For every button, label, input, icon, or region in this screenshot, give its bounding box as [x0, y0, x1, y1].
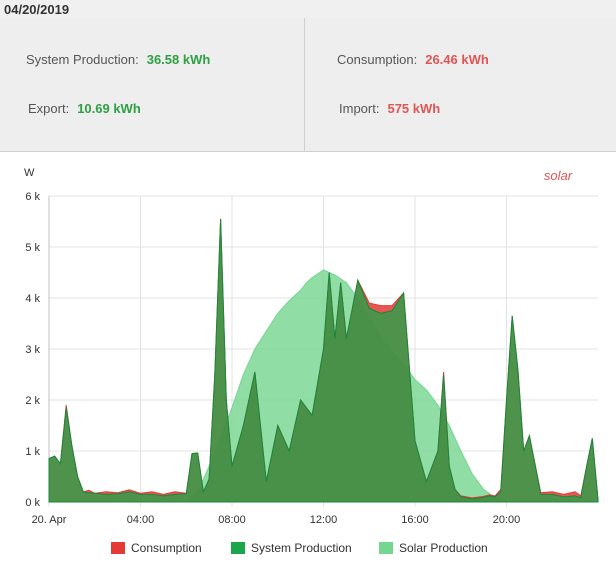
x-tick-label: 20. Apr: [32, 514, 67, 526]
export-label: Export:: [28, 101, 70, 116]
import-value: 575 kWh: [387, 101, 441, 116]
solaredge-logo: solaredge: [544, 168, 601, 183]
export-value: 10.69 kWh: [77, 101, 141, 116]
import-label: Import:: [339, 101, 380, 116]
legend-item-system-production[interactable]: System Production: [231, 541, 352, 555]
legend-label: Solar Production: [399, 541, 488, 555]
legend-item-consumption[interactable]: Consumption: [111, 541, 202, 555]
y-tick-label: 1 k: [25, 446, 40, 458]
y-tick-label: 2 k: [25, 395, 40, 407]
x-tick-label: 16:00: [401, 514, 429, 526]
logo-solar-text: solar: [544, 168, 573, 183]
y-axis-unit: W: [24, 167, 35, 179]
x-tick-label: 08:00: [218, 514, 246, 526]
series-area-system-production: [48, 218, 599, 503]
power-chart: 0 k 1 k 2 k 3 k 4 k 5 k 6 k 20. Apr 04:00 08:00 1…: [0, 152, 616, 568]
x-tick-label: 20:00: [493, 514, 521, 526]
y-tick-label: 4 k: [25, 293, 40, 305]
consumption-summary-panel: Consumption: 26.46 kWh Import: 575 kWh: [305, 18, 616, 152]
import-stat: Import: 575 kWh: [339, 101, 440, 116]
system-production-label: System Production:: [26, 52, 139, 67]
production-summary-panel: System Production: 36.58 kWh Export: 10.69…: [0, 18, 305, 152]
date-label: 04/20/2019: [4, 2, 70, 17]
y-tick-label: 5 k: [25, 242, 40, 254]
x-tick-label: 04:00: [127, 514, 155, 526]
legend-swatch: [379, 542, 393, 554]
legend-item-solar-production[interactable]: Solar Production: [379, 541, 488, 555]
x-tick-label: 12:00: [310, 514, 338, 526]
svg-text:solaredge: solaredge: [544, 168, 601, 183]
legend-label: System Production: [251, 541, 352, 555]
export-stat: Export: 10.69 kWh: [28, 101, 141, 116]
consumption-label: Consumption:: [337, 52, 418, 67]
system-production-value: 36.58 kWh: [146, 52, 211, 67]
legend-label: Consumption: [131, 541, 202, 555]
legend-swatch: [231, 542, 245, 554]
logo-edge-text: edge: [572, 168, 601, 183]
y-tick-label: 3 k: [25, 344, 40, 356]
power-chart-svg: 0 k 1 k 2 k 3 k 4 k 5 k 6 k 20. Apr 04:00 08:00 1…: [24, 167, 601, 555]
y-tick-label: 6 k: [25, 191, 40, 203]
system-production-stat: System Production: 36.58 kWh: [26, 52, 210, 67]
date-bar: 04/20/2019: [0, 0, 616, 19]
legend-swatch: [111, 542, 125, 554]
consumption-value: 26.46 kWh: [425, 52, 489, 67]
consumption-stat: Consumption: 26.46 kWh: [337, 52, 489, 67]
y-tick-label: 0 k: [25, 497, 40, 509]
